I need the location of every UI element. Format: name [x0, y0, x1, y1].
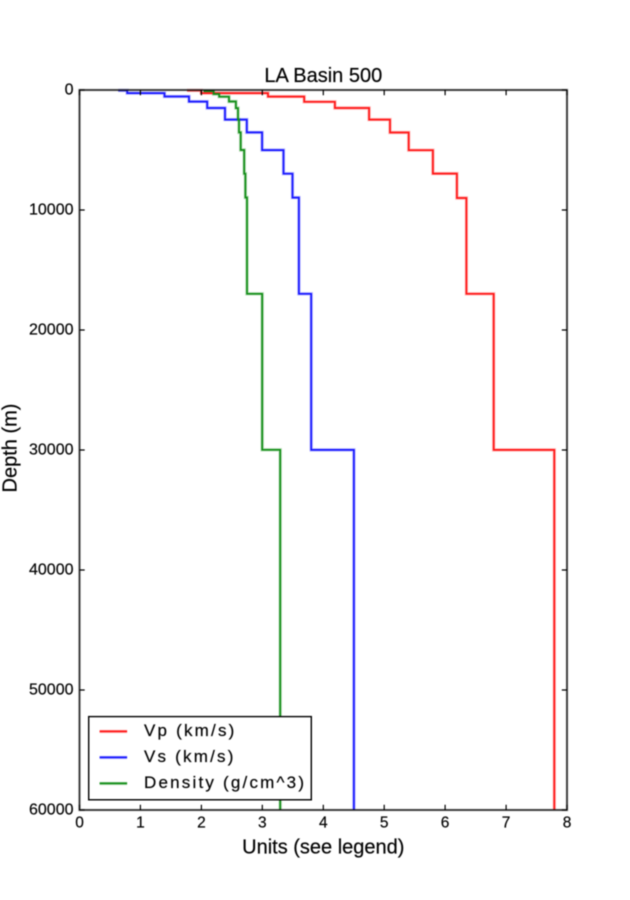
svg-text:Vs (km/s): Vs (km/s)	[144, 747, 236, 766]
svg-text:3: 3	[258, 815, 267, 832]
svg-text:50000: 50000	[29, 682, 74, 699]
svg-text:5: 5	[380, 815, 389, 832]
svg-text:40000: 40000	[29, 562, 74, 579]
svg-text:4: 4	[319, 815, 328, 832]
svg-text:Depth (m): Depth (m)	[0, 404, 22, 493]
svg-text:1: 1	[136, 815, 145, 832]
svg-text:6: 6	[441, 815, 450, 832]
svg-text:Density (g/cm^3): Density (g/cm^3)	[144, 773, 306, 792]
svg-text:20000: 20000	[29, 322, 74, 339]
svg-text:0: 0	[75, 815, 84, 832]
svg-text:Units (see legend): Units (see legend)	[242, 837, 404, 859]
svg-text:10000: 10000	[29, 202, 74, 219]
svg-text:LA Basin 500: LA Basin 500	[264, 65, 382, 87]
svg-text:0: 0	[65, 82, 74, 99]
svg-text:30000: 30000	[29, 442, 74, 459]
svg-text:7: 7	[502, 815, 511, 832]
svg-text:2: 2	[197, 815, 206, 832]
svg-text:Vp (km/s): Vp (km/s)	[144, 721, 237, 740]
svg-text:60000: 60000	[29, 802, 74, 819]
svg-text:8: 8	[563, 815, 572, 832]
